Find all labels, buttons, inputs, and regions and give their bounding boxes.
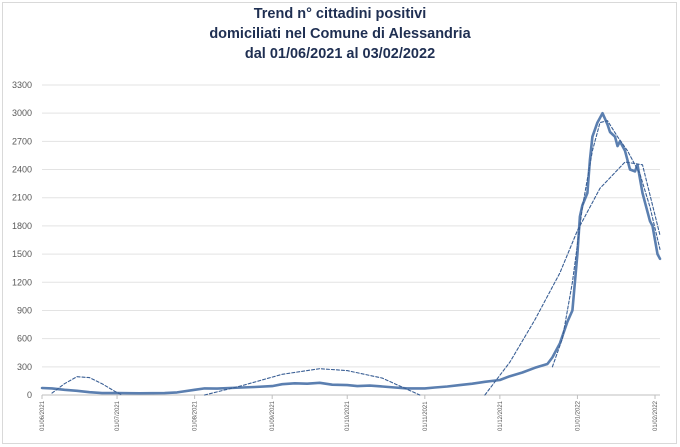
y-tick-label: 2400 (12, 165, 32, 175)
x-tick-label: 01/07/2021 (115, 400, 121, 431)
y-tick-label: 300 (17, 362, 32, 372)
y-tick-label: 3000 (12, 108, 32, 118)
y-tick-label: 1500 (12, 249, 32, 259)
x-tick-label: 01/12/2021 (498, 400, 504, 431)
trend-line-4 (551, 120, 661, 368)
series-line-positives (40, 111, 662, 395)
y-tick-label: 3300 (12, 80, 32, 90)
x-tick-label: 01/09/2021 (270, 400, 276, 431)
x-tick-label: 01/08/2021 (193, 400, 199, 431)
x-tick-label: 01/02/2022 (653, 400, 659, 431)
y-tick-label: 1800 (12, 221, 32, 231)
x-tick-label: 01/10/2021 (345, 400, 351, 431)
chart-title-line-1: Trend n° cittadini positivi (253, 6, 427, 22)
x-axis: 01/06/2021 01/07/2021 01/08/2021 01/09/2021… (40, 395, 659, 431)
x-tick-label: 01/11/2021 (423, 401, 429, 431)
chart-title-line-3: dal 01/06/2021 al 03/02/2022 (244, 46, 436, 62)
x-tick-label: 01/06/2021 (40, 400, 46, 431)
y-tick-label: 2100 (12, 193, 32, 203)
trend-line-1 (51, 376, 123, 396)
y-axis: 0 300 600 900 1200 1500 1800 2100 2400 2700 3000 33… (12, 80, 32, 400)
chart-title-line-2: domiciliati nel Comune di Alessandria (209, 26, 471, 42)
x-tick-label: 01/01/2022 (575, 400, 581, 431)
series-group (40, 111, 662, 396)
y-tick-label: 600 (17, 334, 32, 344)
grid-lines (42, 84, 660, 396)
y-tick-label: 2700 (12, 136, 32, 146)
y-tick-label: 1200 (12, 277, 32, 287)
y-tick-label: 0 (27, 390, 32, 400)
trend-line-3 (484, 161, 661, 396)
chart-title: Trend n° cittadini positivi domiciliati … (0, 4, 680, 64)
trend-line-2 (204, 368, 421, 396)
y-tick-label: 900 (17, 305, 32, 315)
